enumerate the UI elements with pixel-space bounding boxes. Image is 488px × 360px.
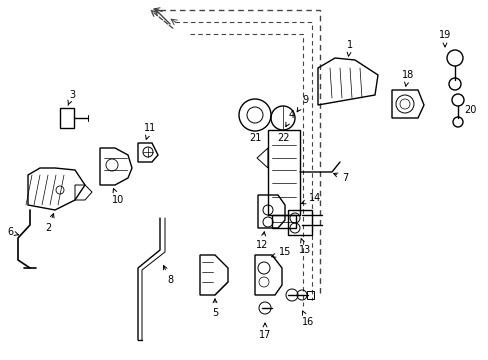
Text: 5: 5: [211, 299, 218, 318]
Text: 20: 20: [463, 105, 475, 115]
Text: 15: 15: [271, 247, 290, 257]
Text: 6: 6: [7, 227, 19, 237]
Text: 10: 10: [112, 189, 124, 205]
Bar: [60, 108, 74, 128]
Text: 13: 13: [298, 239, 310, 255]
Text: 11: 11: [143, 123, 156, 139]
Text: 17: 17: [258, 323, 271, 340]
Text: 14: 14: [301, 193, 321, 204]
Text: 12: 12: [255, 232, 267, 250]
Text: 8: 8: [163, 266, 173, 285]
Text: 21: 21: [248, 133, 261, 143]
Text: 19: 19: [438, 30, 450, 47]
Text: 4: 4: [285, 110, 294, 127]
Text: 2: 2: [45, 213, 54, 233]
Text: 7: 7: [333, 173, 347, 183]
Text: 9: 9: [297, 95, 307, 112]
Text: 16: 16: [301, 311, 313, 327]
Text: 3: 3: [68, 90, 75, 105]
Text: 22: 22: [276, 133, 289, 143]
Text: 18: 18: [401, 70, 413, 86]
Text: 1: 1: [346, 40, 352, 56]
